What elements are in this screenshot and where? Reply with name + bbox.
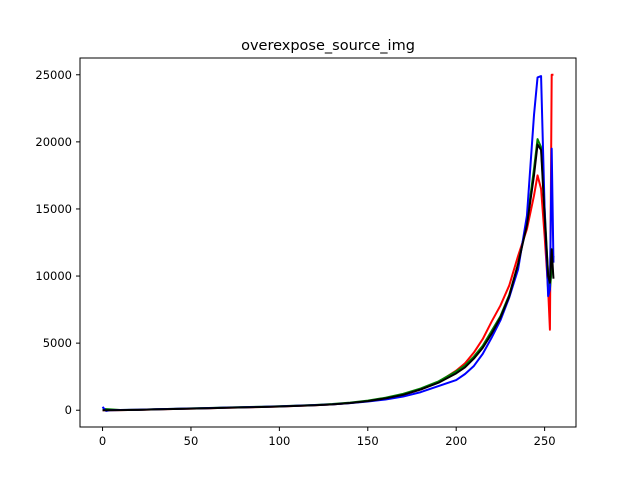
x-tick-label: 0: [99, 434, 106, 448]
y-tick-label: 15000: [35, 202, 72, 216]
y-tick-label: 25000: [35, 68, 72, 82]
series-layer: [101, 73, 555, 412]
series-line-3: [101, 75, 555, 412]
y-tick-label: 20000: [35, 135, 72, 149]
x-tick-label: 200: [445, 434, 467, 448]
x-tick-label: 50: [184, 434, 199, 448]
series-line-2: [102, 138, 555, 411]
plot-frame: [79, 57, 577, 428]
y-tick-label: 10000: [35, 269, 72, 283]
axes-layer: 0 50 100 150 200 250 0 5000 10000 15000 20000 25000: [35, 57, 577, 448]
series-line-1: [102, 73, 554, 412]
x-tick-label: 250: [534, 434, 556, 448]
series-line-4: [102, 143, 555, 412]
y-tick-label: 0: [65, 403, 72, 417]
x-tick-label: 150: [357, 434, 379, 448]
y-tick-label: 5000: [43, 336, 72, 350]
chart-title: overexpose_source_img: [241, 38, 415, 54]
x-tick-label: 100: [268, 434, 290, 448]
